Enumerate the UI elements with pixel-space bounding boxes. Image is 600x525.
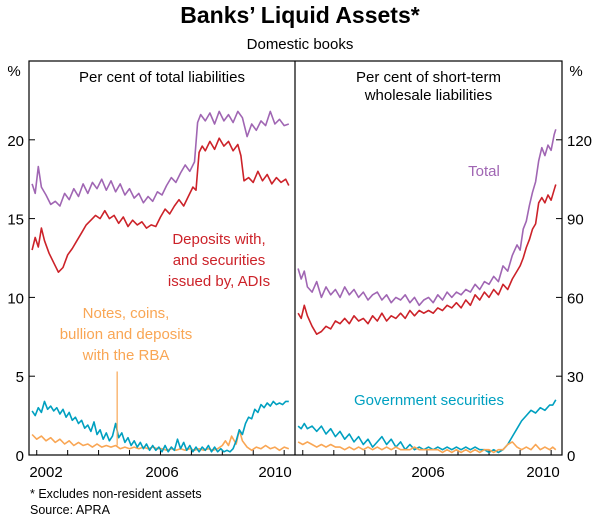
series-label: Notes, coins, bullion and deposits with th… bbox=[60, 305, 193, 364]
y-tick-label: 15 bbox=[7, 212, 24, 229]
chart-title: Banks’ Liquid Assets* bbox=[180, 2, 420, 28]
y-tick-label: 30 bbox=[567, 369, 584, 386]
series-line bbox=[31, 429, 290, 452]
panel-title-line: Per cent of total liabilities bbox=[79, 69, 245, 86]
y-tick-label: 20 bbox=[7, 133, 24, 150]
y-tick-label: 90 bbox=[567, 212, 584, 229]
y-tick-label: 120 bbox=[567, 133, 592, 150]
series-line bbox=[297, 441, 557, 454]
series-line bbox=[297, 399, 557, 454]
panel-title: Per cent of short-term wholesale liabilit… bbox=[356, 69, 501, 104]
y-tick-label: 5 bbox=[16, 369, 24, 386]
footnote-note: * Excludes non-resident assets bbox=[30, 487, 202, 501]
panel-title: Per cent of total liabilities bbox=[79, 69, 245, 86]
series-label-line: Government securities bbox=[354, 392, 504, 409]
series-label: Deposits with, and securities issued by, A… bbox=[168, 231, 270, 290]
chart-subtitle: Domestic books bbox=[246, 36, 354, 53]
series-label: Government securities bbox=[354, 392, 504, 409]
series-line bbox=[297, 184, 557, 335]
x-tick-label: 2010 bbox=[526, 464, 559, 481]
x-tick-label: 2010 bbox=[258, 464, 291, 481]
series-line bbox=[31, 110, 290, 207]
panel-left: Per cent of total liabilities 0 5 10 15 20 200… bbox=[7, 69, 291, 481]
footnote-source: Source: APRA bbox=[30, 503, 110, 517]
panel-right: Per cent of short-term wholesale liabilit… bbox=[297, 69, 592, 481]
series-label-line: with the RBA bbox=[82, 347, 170, 364]
y-tick-label: 60 bbox=[567, 290, 584, 307]
y-tick-label: 10 bbox=[7, 290, 24, 307]
x-tick-label: 2002 bbox=[29, 464, 62, 481]
right-axis-unit: % bbox=[569, 63, 582, 80]
y-tick-label: 0 bbox=[567, 448, 575, 465]
left-axis-unit: % bbox=[7, 63, 20, 80]
series-label-line: and securities bbox=[173, 252, 266, 269]
x-tick-label: 2006 bbox=[411, 464, 444, 481]
series-label-line: Deposits with, bbox=[172, 231, 265, 248]
panel-title-line: Per cent of short-term bbox=[356, 69, 501, 86]
series-label-line: Total bbox=[468, 163, 500, 180]
series-label-line: issued by, ADIs bbox=[168, 273, 270, 290]
footnotes: * Excludes non-resident assets Source: A… bbox=[30, 486, 202, 518]
series-label: Total bbox=[468, 163, 500, 180]
panel-title-line: wholesale liabilities bbox=[364, 87, 493, 104]
panels: Per cent of total liabilities 0 5 10 15 20 200… bbox=[7, 60, 592, 481]
series-line bbox=[297, 129, 557, 307]
y-tick-label: 0 bbox=[16, 448, 24, 465]
series-line bbox=[31, 137, 290, 273]
x-tick-label: 2006 bbox=[145, 464, 178, 481]
series-label-line: bullion and deposits bbox=[60, 326, 193, 343]
series-line bbox=[31, 400, 289, 453]
series-label-line: Notes, coins, bbox=[83, 305, 170, 322]
